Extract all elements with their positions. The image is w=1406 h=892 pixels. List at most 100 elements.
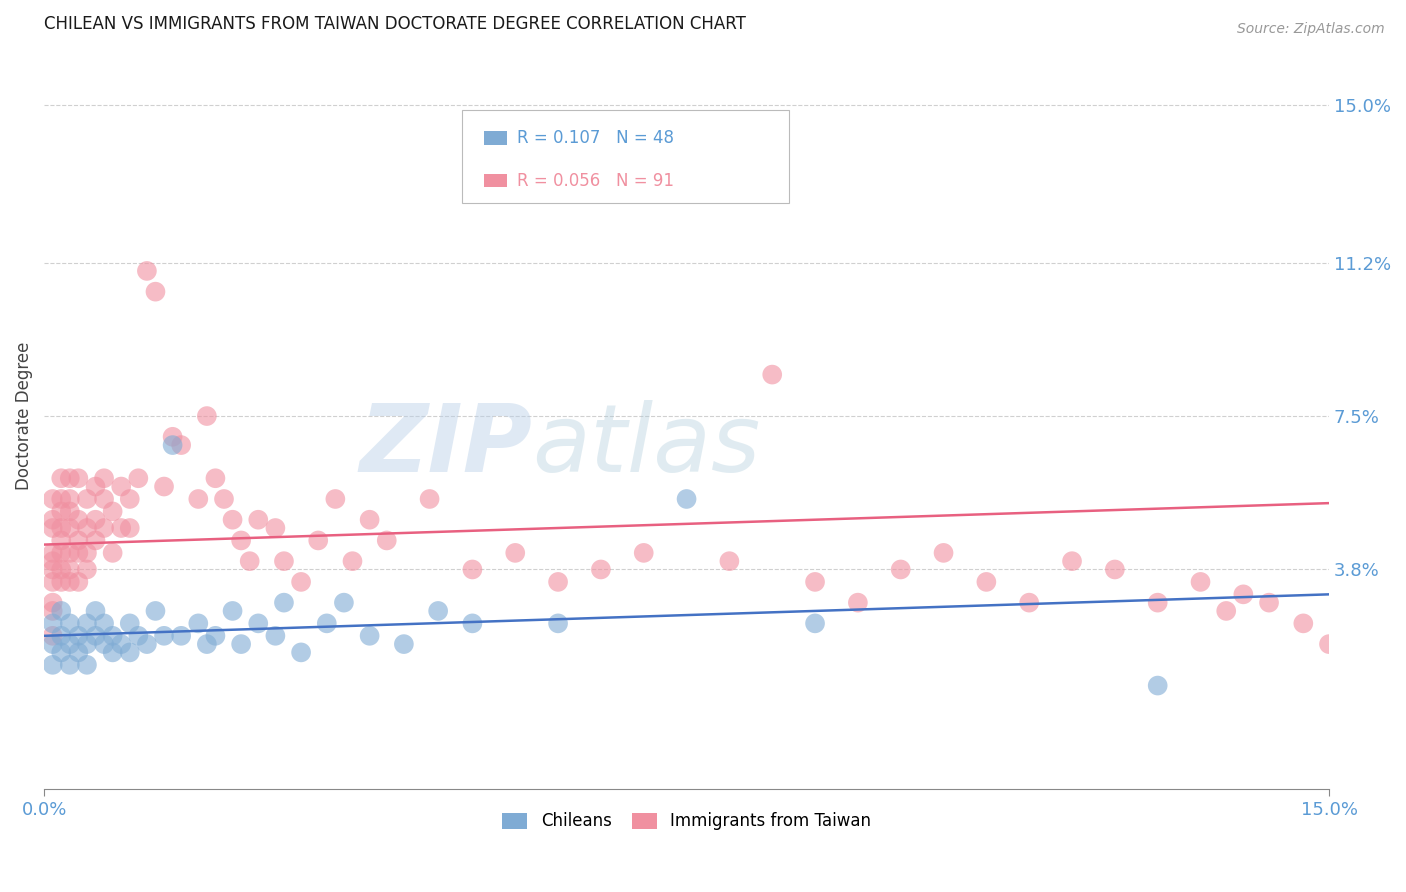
Point: [145, 285, 167, 299]
Point: [67, 629, 90, 643]
Point: [589, 562, 612, 576]
Point: [76, 637, 98, 651]
Point: [195, 409, 218, 423]
Point: [51, 521, 73, 535]
Point: [41, 521, 63, 535]
Point: [59, 521, 82, 535]
Point: [1104, 562, 1126, 576]
Point: [93, 521, 115, 535]
Point: [84, 629, 107, 643]
Point: [84, 479, 107, 493]
Point: [1215, 604, 1237, 618]
Point: [333, 596, 356, 610]
Point: [118, 616, 141, 631]
Text: atlas: atlas: [533, 401, 761, 491]
Point: [41, 637, 63, 651]
Point: [41, 657, 63, 672]
Point: [59, 657, 82, 672]
Point: [127, 471, 149, 485]
Point: [718, 554, 741, 568]
Point: [247, 513, 270, 527]
Point: [359, 513, 381, 527]
Point: [890, 562, 912, 576]
Point: [51, 562, 73, 576]
Point: [51, 546, 73, 560]
Point: [67, 533, 90, 548]
Point: [273, 554, 295, 568]
Point: [231, 533, 253, 548]
Point: [93, 637, 115, 651]
Point: [84, 513, 107, 527]
Point: [675, 491, 697, 506]
Point: [101, 645, 124, 659]
Point: [761, 368, 783, 382]
Point: [76, 521, 98, 535]
Point: [1317, 637, 1340, 651]
Point: [461, 616, 484, 631]
Point: [290, 645, 312, 659]
Point: [59, 637, 82, 651]
Point: [1060, 554, 1083, 568]
FancyBboxPatch shape: [484, 131, 506, 145]
Point: [1018, 596, 1040, 610]
Point: [1232, 587, 1254, 601]
Point: [76, 491, 98, 506]
Point: [51, 491, 73, 506]
Point: [804, 574, 827, 589]
Point: [101, 546, 124, 560]
Point: [273, 596, 295, 610]
Point: [547, 574, 569, 589]
Text: ZIP: ZIP: [360, 400, 533, 491]
Point: [59, 471, 82, 485]
Point: [51, 504, 73, 518]
Point: [110, 479, 132, 493]
Point: [135, 264, 157, 278]
Point: [392, 637, 415, 651]
Point: [1146, 679, 1168, 693]
Point: [76, 562, 98, 576]
Point: [41, 574, 63, 589]
Point: [76, 546, 98, 560]
Point: [247, 616, 270, 631]
Point: [932, 546, 955, 560]
Point: [41, 554, 63, 568]
Point: [1146, 596, 1168, 610]
Point: [76, 616, 98, 631]
Point: [59, 562, 82, 576]
Point: [93, 616, 115, 631]
Point: [633, 546, 655, 560]
FancyBboxPatch shape: [461, 110, 789, 203]
Y-axis label: Doctorate Degree: Doctorate Degree: [15, 342, 32, 491]
Point: [547, 616, 569, 631]
Point: [41, 513, 63, 527]
Point: [1292, 616, 1315, 631]
Point: [118, 491, 141, 506]
Point: [162, 430, 184, 444]
Point: [41, 596, 63, 610]
Point: [375, 533, 398, 548]
Point: [67, 574, 90, 589]
Point: [51, 533, 73, 548]
Point: [41, 616, 63, 631]
Point: [67, 546, 90, 560]
Point: [419, 491, 441, 506]
Legend: Chileans, Immigrants from Taiwan: Chileans, Immigrants from Taiwan: [496, 805, 877, 837]
Point: [212, 491, 235, 506]
Point: [315, 616, 337, 631]
Point: [264, 521, 287, 535]
Point: [76, 657, 98, 672]
Point: [93, 471, 115, 485]
Point: [1258, 596, 1281, 610]
Point: [239, 554, 262, 568]
Point: [342, 554, 364, 568]
Point: [461, 562, 484, 576]
Point: [59, 546, 82, 560]
Text: CHILEAN VS IMMIGRANTS FROM TAIWAN DOCTORATE DEGREE CORRELATION CHART: CHILEAN VS IMMIGRANTS FROM TAIWAN DOCTOR…: [44, 15, 747, 33]
Text: R = 0.056   N = 91: R = 0.056 N = 91: [517, 172, 673, 190]
Point: [221, 513, 243, 527]
Point: [59, 491, 82, 506]
Point: [846, 596, 869, 610]
Point: [170, 629, 193, 643]
Point: [59, 504, 82, 518]
Point: [976, 574, 998, 589]
